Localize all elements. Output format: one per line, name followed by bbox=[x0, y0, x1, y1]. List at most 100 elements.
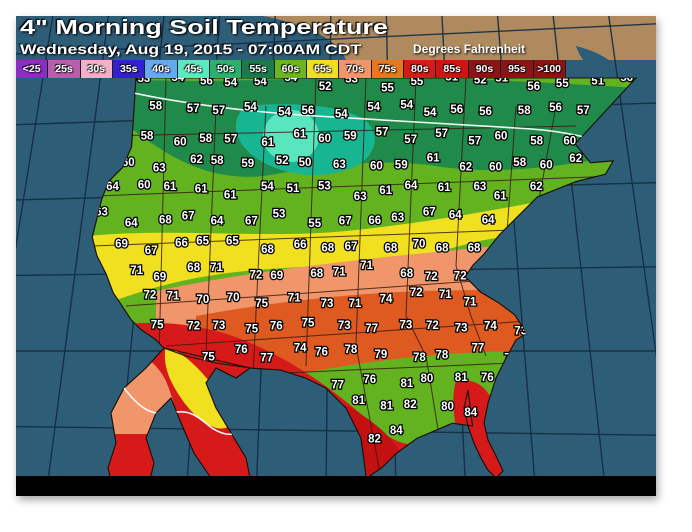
svg-text:59: 59 bbox=[395, 159, 408, 171]
svg-text:67: 67 bbox=[245, 215, 258, 227]
svg-text:56: 56 bbox=[527, 81, 540, 93]
svg-text:68: 68 bbox=[187, 262, 200, 274]
svg-text:57: 57 bbox=[224, 133, 237, 145]
svg-text:68: 68 bbox=[159, 214, 172, 226]
svg-text:71: 71 bbox=[130, 265, 143, 277]
svg-text:60: 60 bbox=[370, 160, 383, 172]
svg-text:55: 55 bbox=[308, 218, 321, 230]
svg-text:72: 72 bbox=[454, 271, 467, 283]
svg-text:59: 59 bbox=[241, 158, 254, 170]
svg-text:58: 58 bbox=[199, 133, 212, 145]
svg-text:68: 68 bbox=[385, 242, 398, 254]
svg-text:63: 63 bbox=[333, 159, 346, 171]
svg-text:61: 61 bbox=[294, 128, 307, 140]
svg-text:60: 60 bbox=[138, 180, 151, 192]
svg-text:72: 72 bbox=[144, 290, 157, 302]
svg-text:54: 54 bbox=[367, 102, 380, 114]
svg-text:61: 61 bbox=[261, 137, 274, 149]
svg-text:69: 69 bbox=[153, 271, 166, 283]
svg-text:70: 70 bbox=[227, 292, 240, 304]
svg-text:67: 67 bbox=[182, 210, 195, 222]
svg-text:63: 63 bbox=[391, 212, 404, 224]
svg-text:60: 60 bbox=[174, 136, 187, 148]
svg-text:60: 60 bbox=[495, 130, 508, 142]
svg-text:69: 69 bbox=[115, 238, 128, 250]
svg-text:72: 72 bbox=[187, 321, 200, 333]
svg-text:77: 77 bbox=[365, 323, 378, 335]
svg-text:73: 73 bbox=[338, 320, 351, 332]
svg-text:67: 67 bbox=[339, 216, 352, 228]
svg-text:57: 57 bbox=[404, 134, 417, 146]
svg-text:50: 50 bbox=[299, 157, 312, 169]
svg-text:71: 71 bbox=[464, 297, 477, 309]
svg-text:76: 76 bbox=[481, 372, 494, 384]
svg-text:54: 54 bbox=[335, 109, 348, 121]
svg-text:55: 55 bbox=[556, 78, 569, 90]
svg-text:61: 61 bbox=[195, 183, 208, 195]
svg-text:54: 54 bbox=[244, 102, 257, 114]
svg-text:77: 77 bbox=[260, 352, 273, 364]
svg-text:53: 53 bbox=[273, 209, 286, 221]
svg-text:74: 74 bbox=[484, 320, 497, 332]
svg-text:68: 68 bbox=[321, 243, 334, 255]
svg-text:72: 72 bbox=[426, 320, 439, 332]
svg-text:65: 65 bbox=[226, 236, 239, 248]
svg-text:73: 73 bbox=[400, 319, 413, 331]
svg-text:60: 60 bbox=[563, 135, 576, 147]
svg-text:71: 71 bbox=[360, 260, 373, 272]
svg-text:73: 73 bbox=[213, 320, 226, 332]
svg-text:58: 58 bbox=[513, 157, 526, 169]
svg-text:61: 61 bbox=[379, 185, 392, 197]
svg-text:52: 52 bbox=[319, 81, 332, 93]
svg-text:58: 58 bbox=[530, 136, 543, 148]
svg-text:76: 76 bbox=[315, 346, 328, 358]
svg-text:66: 66 bbox=[368, 215, 381, 227]
svg-text:56: 56 bbox=[549, 102, 562, 114]
svg-text:74: 74 bbox=[294, 343, 307, 355]
svg-text:57: 57 bbox=[187, 103, 200, 115]
svg-text:56: 56 bbox=[450, 104, 463, 116]
svg-text:67: 67 bbox=[423, 206, 436, 218]
svg-text:79: 79 bbox=[375, 349, 388, 361]
svg-text:57: 57 bbox=[577, 105, 590, 117]
svg-text:78: 78 bbox=[413, 352, 426, 364]
svg-text:56: 56 bbox=[302, 105, 315, 117]
svg-text:61: 61 bbox=[164, 181, 177, 193]
svg-text:69: 69 bbox=[270, 270, 283, 282]
svg-text:62: 62 bbox=[569, 153, 582, 165]
svg-text:64: 64 bbox=[125, 218, 138, 230]
svg-text:75: 75 bbox=[151, 320, 164, 332]
svg-text:80: 80 bbox=[441, 401, 454, 413]
svg-text:81: 81 bbox=[380, 400, 393, 412]
svg-text:54: 54 bbox=[424, 107, 437, 119]
svg-text:74: 74 bbox=[380, 293, 393, 305]
svg-text:72: 72 bbox=[425, 271, 438, 283]
svg-text:78: 78 bbox=[436, 350, 449, 362]
svg-text:71: 71 bbox=[210, 262, 223, 274]
svg-text:57: 57 bbox=[468, 136, 481, 148]
svg-text:61: 61 bbox=[494, 190, 507, 202]
svg-text:64: 64 bbox=[449, 209, 462, 221]
svg-text:68: 68 bbox=[468, 243, 481, 255]
svg-text:60: 60 bbox=[318, 133, 331, 145]
svg-text:64: 64 bbox=[405, 180, 418, 192]
svg-text:76: 76 bbox=[270, 321, 283, 333]
svg-text:60: 60 bbox=[540, 160, 553, 172]
svg-text:54: 54 bbox=[261, 181, 274, 193]
svg-text:56: 56 bbox=[479, 106, 492, 118]
svg-text:63: 63 bbox=[354, 191, 367, 203]
svg-text:84: 84 bbox=[390, 425, 403, 437]
svg-text:68: 68 bbox=[261, 244, 274, 256]
svg-text:76: 76 bbox=[235, 344, 248, 356]
svg-text:64: 64 bbox=[106, 181, 119, 193]
svg-text:61: 61 bbox=[438, 182, 451, 194]
svg-text:66: 66 bbox=[175, 237, 188, 249]
svg-text:75: 75 bbox=[302, 317, 315, 329]
svg-text:75: 75 bbox=[255, 298, 268, 310]
svg-text:81: 81 bbox=[455, 372, 468, 384]
svg-text:62: 62 bbox=[190, 154, 203, 166]
svg-text:66: 66 bbox=[294, 239, 307, 251]
svg-text:75: 75 bbox=[245, 323, 258, 335]
svg-text:61: 61 bbox=[427, 153, 440, 165]
svg-text:72: 72 bbox=[250, 270, 263, 282]
